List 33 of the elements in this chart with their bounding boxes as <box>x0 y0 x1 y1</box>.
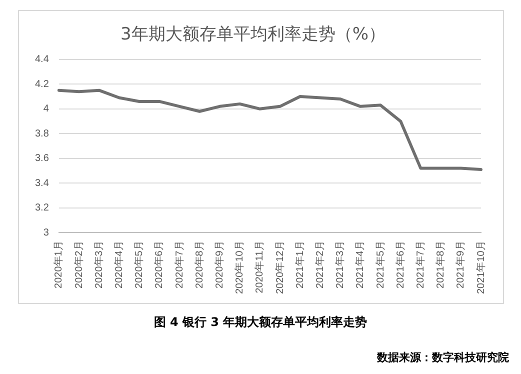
x-tick-label: 2020年3月 <box>92 240 105 288</box>
x-tick-label: 2020年12月 <box>274 240 286 294</box>
chart-title: 3年期大额存单平均利率走势（%） <box>120 24 386 45</box>
y-tick-label: 4 <box>43 104 50 115</box>
x-tick-label: 2020年1月 <box>52 240 65 288</box>
x-tick-label: 2020年2月 <box>72 240 85 288</box>
x-tick-label: 2021年7月 <box>414 240 426 288</box>
y-tick-label: 3.6 <box>34 153 50 164</box>
caption: 图 4 银行 3 年期大额存单平均利率走势 <box>152 314 368 331</box>
x-tick-label: 2021年2月 <box>314 240 326 288</box>
y-tick-label: 4.2 <box>34 78 50 90</box>
x-tick-label: 2021年3月 <box>334 240 346 288</box>
y-tick-label: 3 <box>43 227 50 238</box>
y-tick-label: 3.2 <box>34 202 50 214</box>
x-tick-label: 2021年1月 <box>294 240 306 288</box>
x-tick-label: 2021年8月 <box>434 240 447 288</box>
x-tick-label: 2020年7月 <box>173 240 186 288</box>
x-tick-label: 2020年10月 <box>234 240 246 294</box>
x-tick-label: 2020年11月 <box>254 240 266 294</box>
x-tick-label: 2020年6月 <box>153 240 166 288</box>
x-tick-label: 2021年4月 <box>354 240 366 288</box>
source-note: 数据来源：数字科技研究院 <box>377 350 509 365</box>
x-tick-label: 2021年10月 <box>474 240 487 294</box>
y-tick-label: 3.4 <box>34 178 50 189</box>
x-tick-label: 2021年9月 <box>454 240 467 288</box>
x-tick-label: 2020年4月 <box>112 240 125 288</box>
x-tick-label: 2021年6月 <box>394 240 406 288</box>
x-tick-label: 2020年9月 <box>213 240 226 288</box>
x-tick-label: 2020年8月 <box>193 240 206 288</box>
x-tick-label: 2021年5月 <box>374 240 386 288</box>
y-tick-label: 4.4 <box>34 54 50 66</box>
x-tick-label: 2020年5月 <box>133 240 146 288</box>
y-tick-label: 3.8 <box>34 128 50 140</box>
